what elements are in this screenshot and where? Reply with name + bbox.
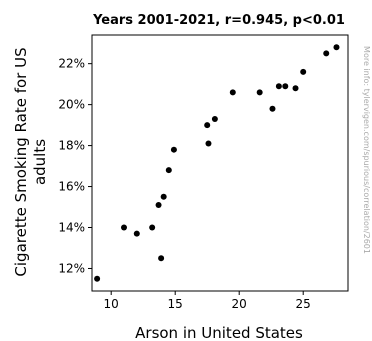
data-point [275, 83, 282, 90]
data-point [160, 193, 167, 200]
data-point [121, 224, 127, 231]
y-axis-label-line2: adults [31, 139, 49, 185]
data-point [333, 44, 340, 51]
x-axis-label: Arson in United States [135, 324, 303, 341]
data-point [204, 122, 211, 129]
data-point [165, 167, 172, 174]
x-tick-label: 25 [296, 297, 311, 311]
y-axis-label: Cigarette Smoking Rate for US adults [12, 47, 49, 276]
y-tick-label: 16% [58, 180, 85, 194]
data-point [170, 146, 177, 153]
x-axis-ticks: 10 15 20 25 [104, 291, 311, 311]
data-points [94, 44, 340, 282]
data-point [229, 89, 236, 96]
data-point [282, 83, 289, 90]
plot-area-frame [91, 34, 349, 292]
data-point [323, 50, 330, 57]
y-tick-label: 12% [58, 261, 85, 275]
data-point [300, 68, 307, 75]
data-point [256, 89, 263, 96]
data-point [133, 230, 140, 237]
data-point [269, 105, 276, 112]
y-tick-label: 22% [58, 57, 85, 71]
source-note-text: More info: tylervigen.com/spurious/corre… [362, 46, 371, 254]
y-tick-label: 14% [58, 221, 85, 235]
data-point [94, 275, 101, 282]
y-tick-label: 20% [58, 98, 85, 112]
chart-title: Years 2001-2021, r=0.945, p<0.01 [92, 13, 345, 28]
x-tick-label: 10 [104, 297, 119, 311]
y-tick-label: 18% [58, 139, 85, 153]
data-point [211, 115, 218, 122]
source-note: More info: tylervigen.com/spurious/corre… [362, 46, 371, 254]
data-point [149, 224, 156, 231]
y-axis-ticks: 12% 14% 16% 18% 20% 22% [58, 57, 92, 275]
data-point [158, 255, 165, 262]
data-point [292, 85, 299, 92]
data-point [205, 140, 212, 147]
y-axis-label-line1: Cigarette Smoking Rate for US [12, 47, 30, 276]
data-point [155, 201, 162, 208]
x-tick-label: 20 [232, 297, 247, 311]
x-tick-label: 15 [168, 297, 183, 311]
